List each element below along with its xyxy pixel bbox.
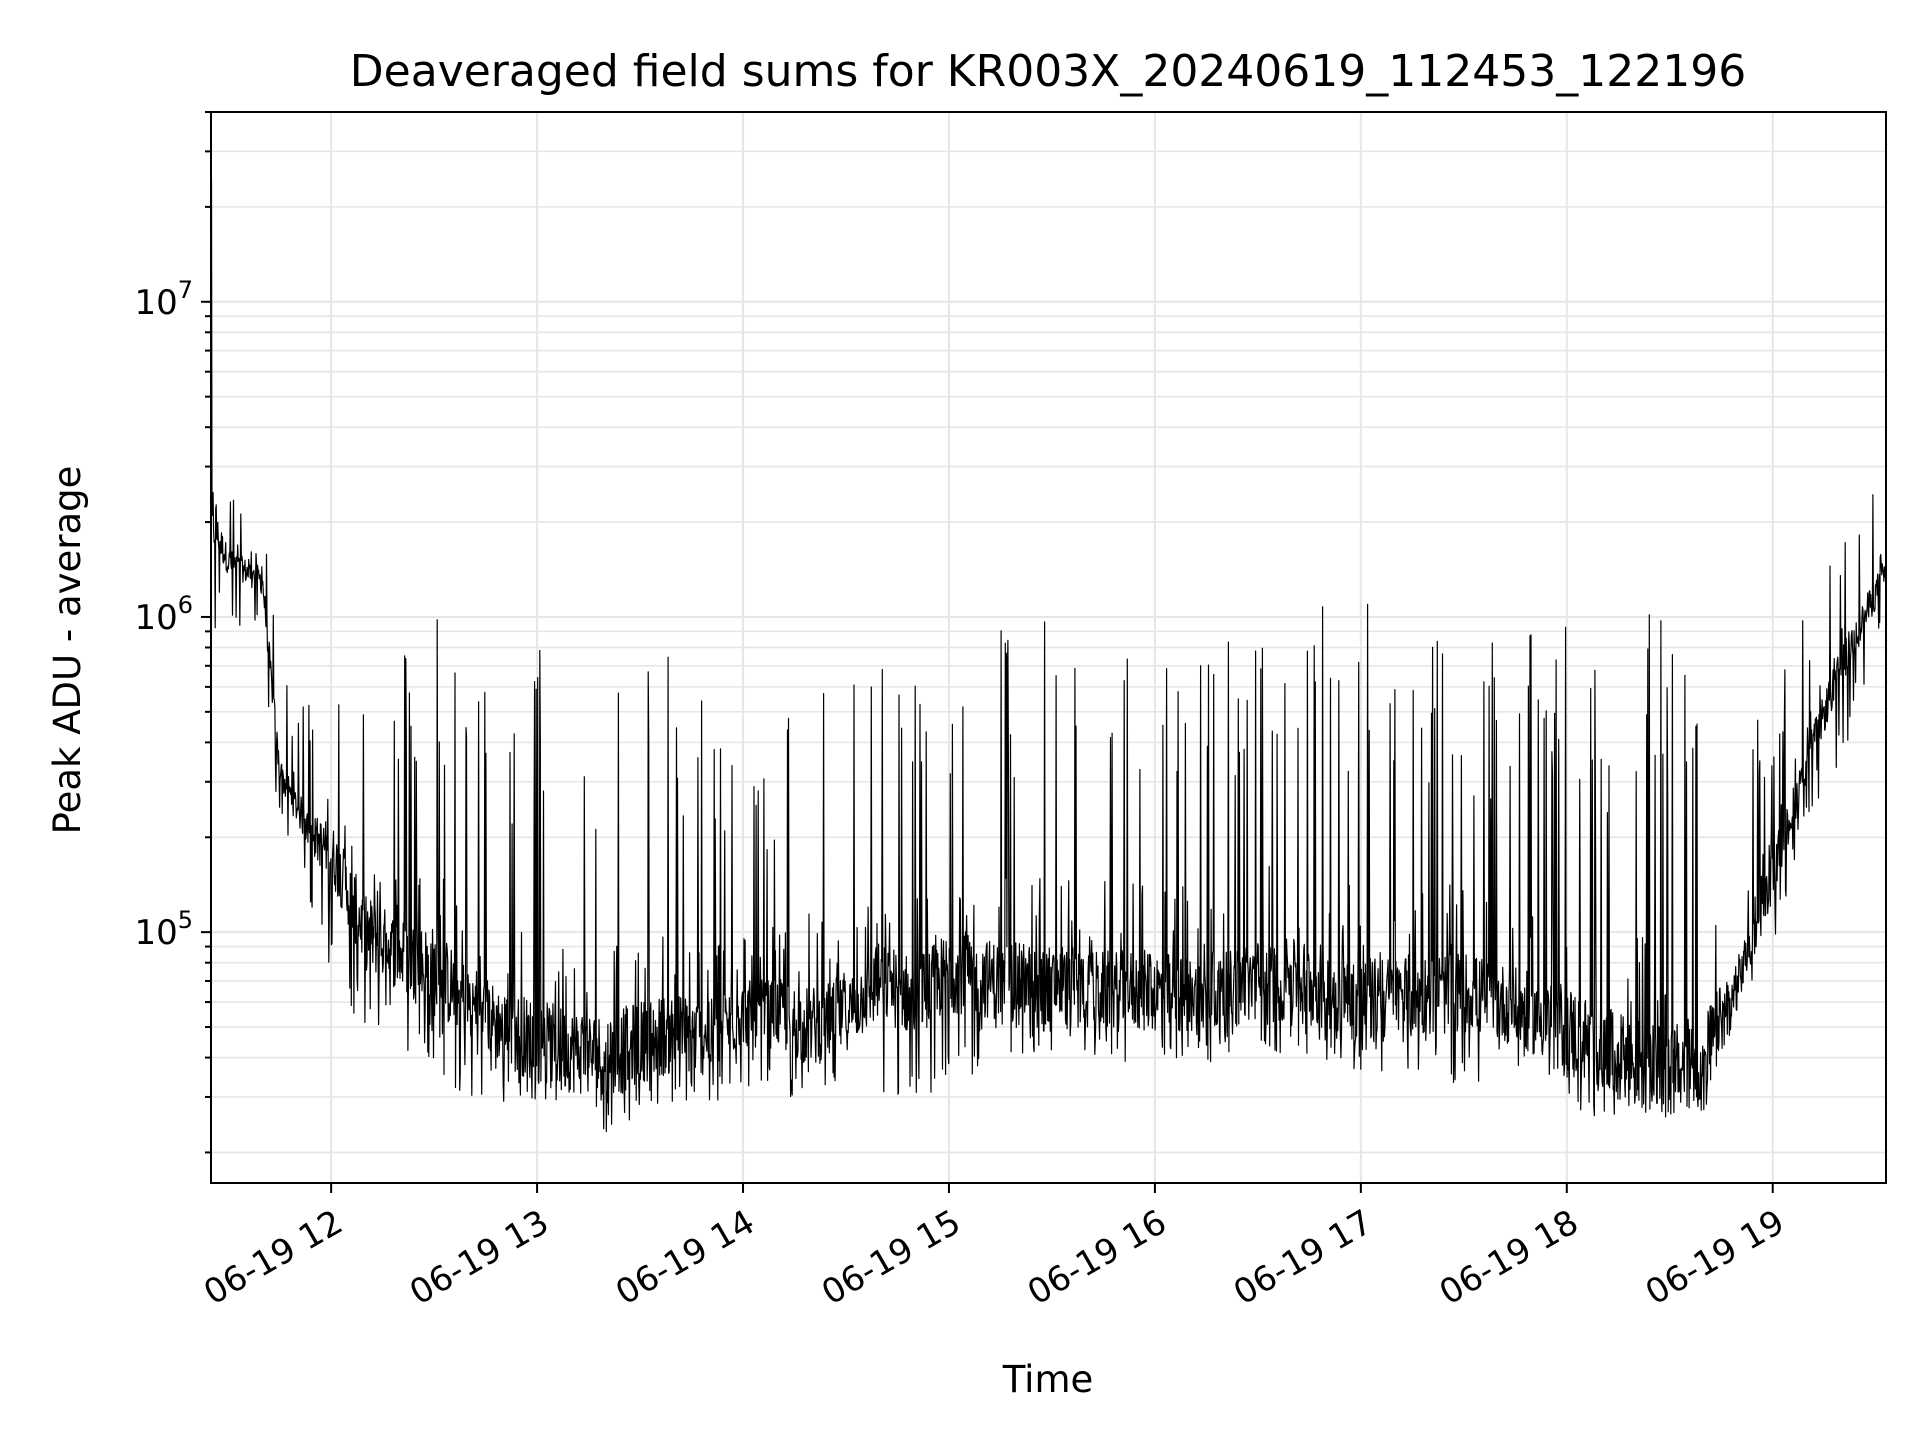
chart-title: Deaveraged field sums for KR003X_2024061… — [350, 46, 1746, 97]
y-tick-label: 107 — [134, 276, 193, 323]
x-tick-label: 06-19 16 — [1021, 1202, 1173, 1313]
x-tick-label: 06-19 15 — [815, 1202, 967, 1313]
x-tick-label: 06-19 18 — [1433, 1202, 1585, 1313]
x-axis-ticks: 06-19 12 06-19 13 06-19 14 06-19 15 06-19 16… — [197, 1183, 1791, 1313]
x-tick-label: 06-19 19 — [1639, 1202, 1791, 1313]
x-tick-label: 06-19 13 — [403, 1202, 555, 1313]
x-axis-label: Time — [1002, 1358, 1094, 1401]
y-tick-label: 105 — [134, 906, 193, 953]
x-tick-label: 06-19 12 — [197, 1202, 349, 1313]
x-tick-label: 06-19 14 — [609, 1202, 761, 1313]
x-tick-label: 06-19 17 — [1227, 1202, 1379, 1313]
y-axis-label: Peak ADU - average — [46, 466, 89, 835]
y-tick-label: 106 — [134, 591, 193, 638]
series-line — [210, 179, 1887, 1133]
y-axis-ticks: 105 106 107 — [134, 111, 211, 1154]
y-gridlines — [211, 111, 1886, 1154]
